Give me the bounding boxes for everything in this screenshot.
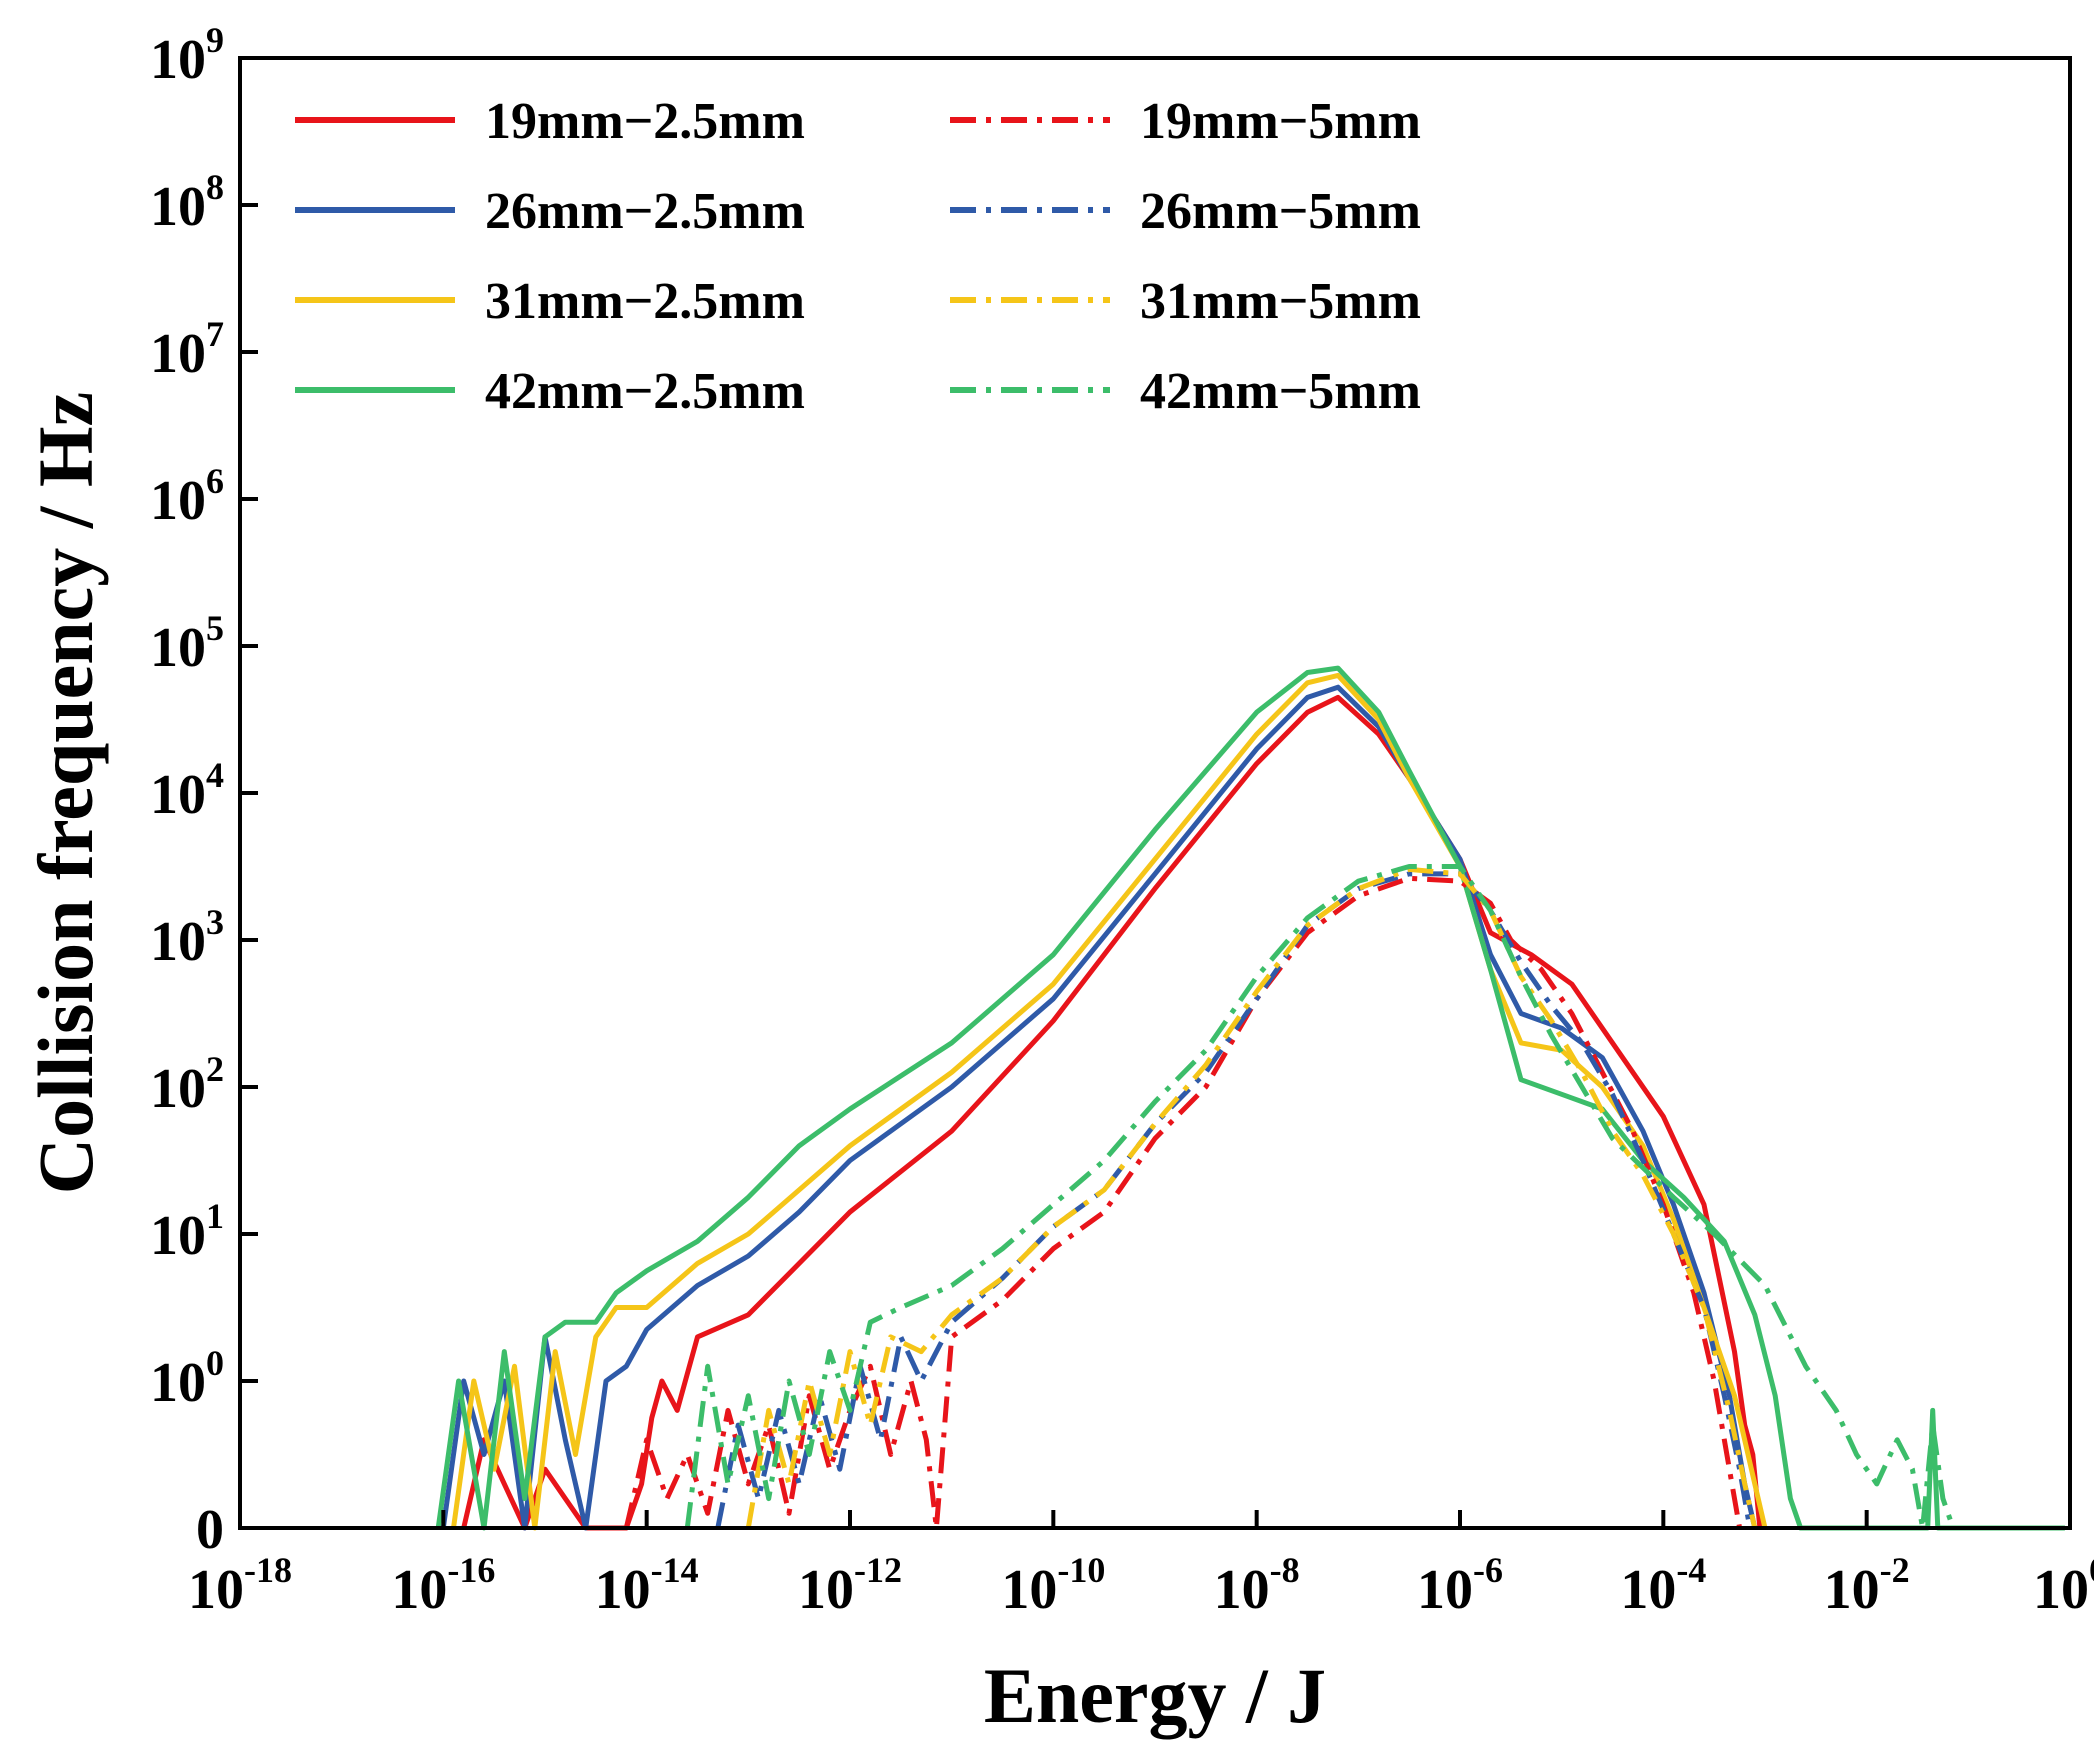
legend-label-3: 42mm−2.5mm	[485, 363, 805, 420]
x-tick-label: 10-14	[595, 1550, 699, 1621]
y-tick-label: 102	[150, 1049, 224, 1120]
x-tick-label: 10-10	[1001, 1550, 1105, 1621]
y-tick-label: 107	[150, 314, 224, 385]
series-line-6	[745, 866, 1758, 1529]
y-tick-label: 103	[150, 902, 224, 973]
y-tick-label: 109	[150, 20, 224, 91]
y-tick-label: 100	[150, 1343, 224, 1414]
series-line-5	[715, 871, 1753, 1529]
series-line-1	[440, 684, 1758, 1531]
x-tick-label: 10-8	[1214, 1550, 1300, 1621]
x-tick-label: 10-2	[1824, 1550, 1910, 1621]
x-tick-label: 10-12	[798, 1550, 902, 1621]
legend-label-5: 26mm−5mm	[1140, 183, 1421, 240]
series-layer	[435, 665, 2065, 1531]
y-axis-title: Collision frequency / Hz	[22, 392, 109, 1194]
y-tick-label: 0	[196, 1499, 224, 1561]
legend-label-2: 31mm−2.5mm	[485, 273, 805, 330]
x-tick-label: 10-6	[1417, 1550, 1503, 1621]
legend-label-0: 19mm−2.5mm	[485, 93, 805, 150]
x-tick-label: 10-4	[1620, 1550, 1706, 1621]
x-tick-label: 10-18	[188, 1550, 292, 1621]
y-tick-label: 105	[150, 608, 224, 679]
y-tick-label: 106	[150, 461, 224, 532]
series-line-7	[684, 864, 1956, 1531]
series-line-0	[461, 694, 1763, 1531]
legend: 19mm−2.5mm 26mm−2.5mm 31mm−2.5mm 42mm−2.5mm…	[295, 93, 1421, 420]
legend-label-7: 42mm−5mm	[1140, 363, 1421, 420]
x-axis-title: Energy / J	[984, 1652, 1326, 1739]
y-axis: 0 100 101 102 103 104 105 106 107 108 109	[150, 20, 258, 1561]
series-line-3	[435, 665, 2065, 1531]
legend-label-1: 26mm−2.5mm	[485, 183, 805, 240]
series-line-2	[451, 672, 1768, 1531]
legend-label-6: 31mm−5mm	[1140, 273, 1421, 330]
y-tick-label: 101	[150, 1196, 224, 1267]
y-tick-label: 104	[150, 755, 224, 826]
x-tick-label: 10-16	[391, 1550, 495, 1621]
x-tick-label: 100	[2033, 1550, 2094, 1621]
legend-label-4: 19mm−5mm	[1140, 93, 1421, 150]
x-axis: 10-18 10-16 10-14 10-12 10-10 10-8 10-6 10-4 10-…	[188, 1510, 2094, 1621]
series-line-4	[623, 875, 1743, 1531]
y-tick-label: 108	[150, 167, 224, 238]
